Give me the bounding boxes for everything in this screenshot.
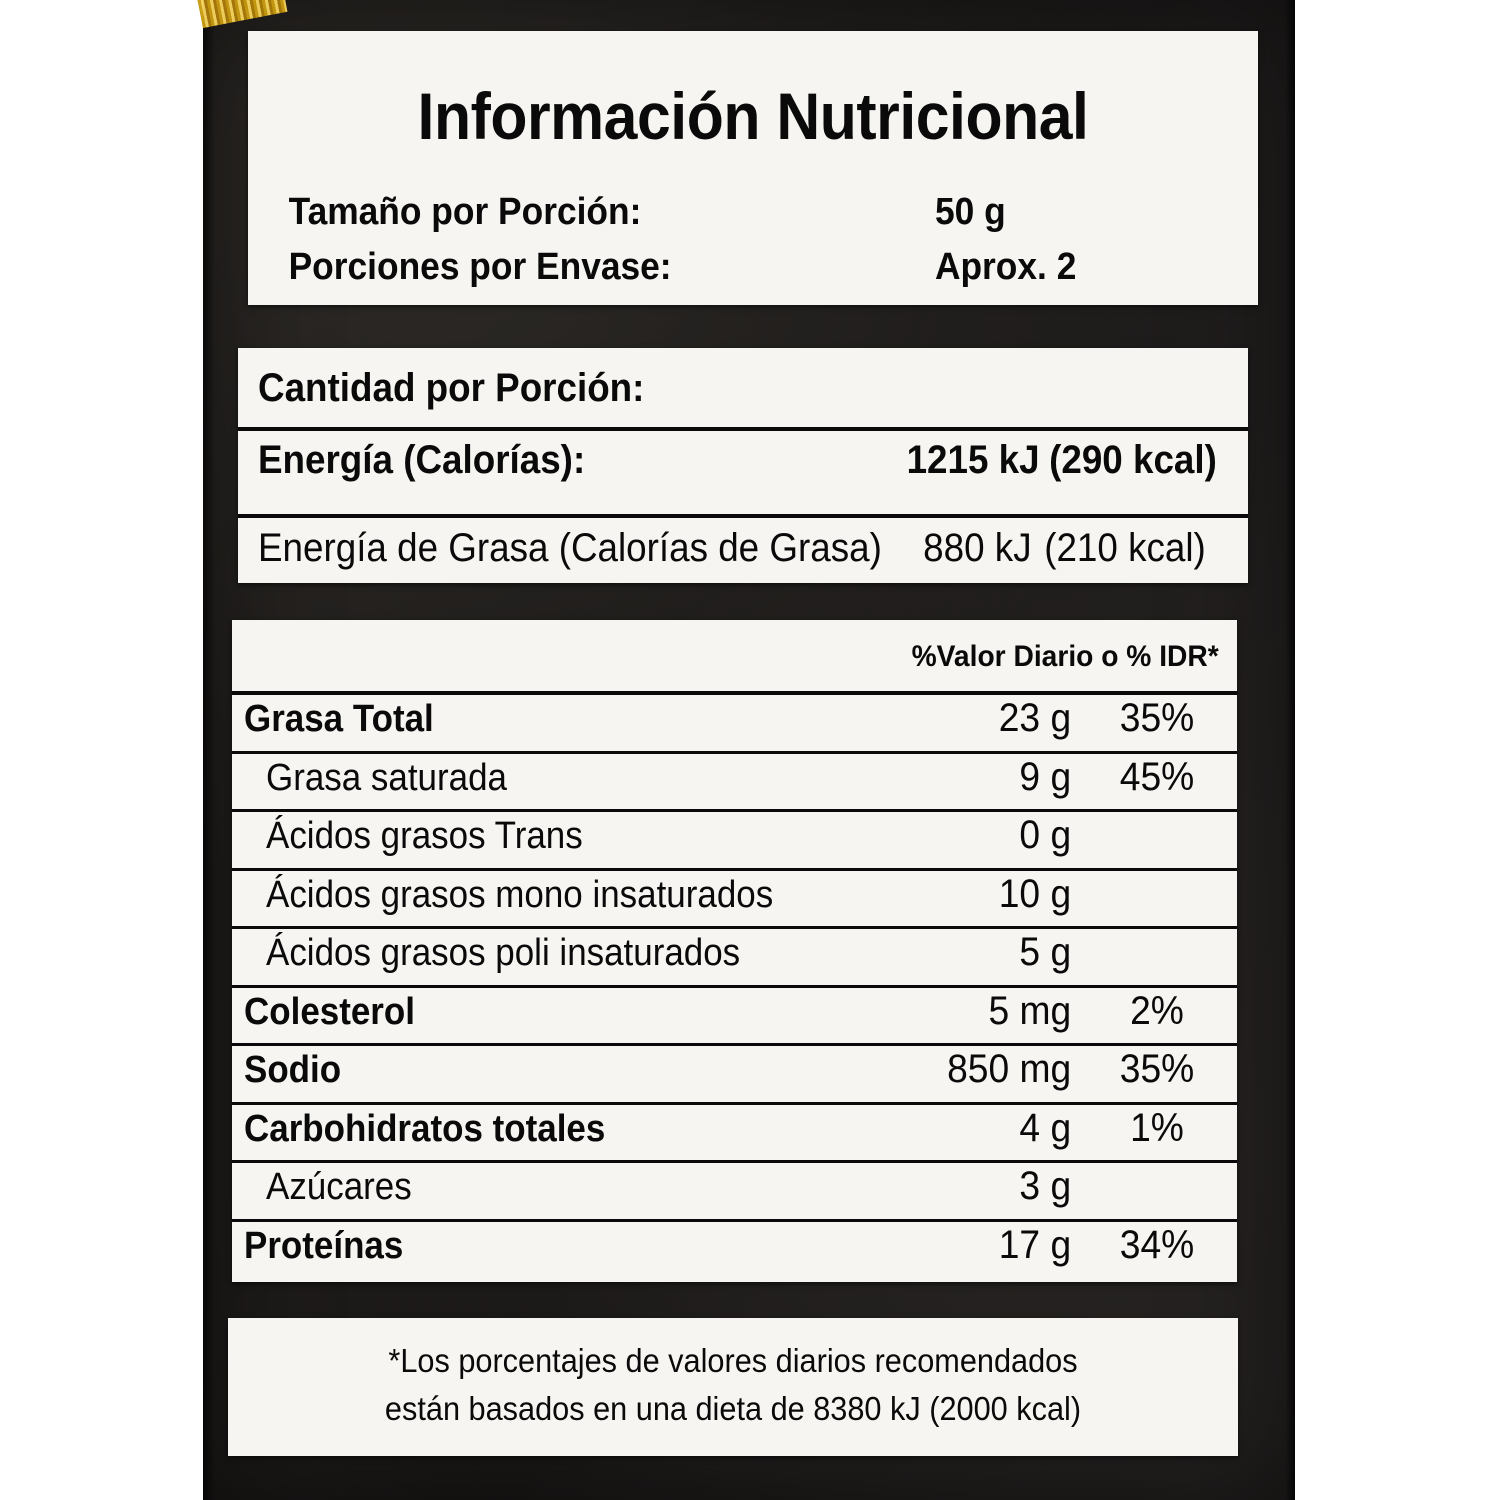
energy-from-fat-row: Energía de Grasa (Calorías de Grasa) 880… bbox=[238, 522, 1248, 592]
nutrient-name: Ácidos grasos mono insaturados bbox=[266, 873, 774, 916]
footnote-line-1: *Los porcentajes de valores diarios reco… bbox=[388, 1342, 1078, 1379]
energy-calories-kcal: (290 kcal) bbox=[1049, 438, 1217, 482]
nutrient-name: Colesterol bbox=[244, 990, 415, 1033]
nutrient-daily-value: 45% bbox=[1119, 754, 1195, 799]
serving-size-row: Tamaño por Porción: 50 g bbox=[270, 191, 1168, 245]
page-title: Información Nutricional bbox=[417, 79, 1089, 153]
nutrient-amount: 9 g bbox=[1019, 754, 1072, 799]
nutrient-row: Colesterol 5 mg 2% bbox=[232, 988, 1237, 1046]
nutrient-amount: 5 mg bbox=[988, 988, 1072, 1033]
nutrient-row: Grasa Total 23 g 35% bbox=[232, 695, 1237, 754]
nutrient-amount: 0 g bbox=[1019, 813, 1072, 857]
nutrient-row: Carbohidratos totales 4 g 1% bbox=[232, 1105, 1237, 1163]
nutrient-name: Ácidos grasos Trans bbox=[266, 815, 583, 857]
nutrient-amount: 17 g bbox=[998, 1222, 1072, 1267]
label-header-panel: Información Nutricional Tamaño por Porci… bbox=[248, 31, 1258, 305]
nutrient-daily-value: 2% bbox=[1130, 988, 1184, 1033]
servings-per-container-label: Porciones por Envase: bbox=[288, 246, 672, 288]
nutrient-amount: 10 g bbox=[998, 871, 1072, 916]
nutrient-name: Sodio bbox=[244, 1049, 342, 1091]
nutrient-row: Grasa saturada 9 g 45% bbox=[232, 754, 1237, 812]
servings-per-container-row: Porciones por Envase: Aprox. 2 bbox=[270, 246, 1168, 300]
nutrient-row: Ácidos grasos poli insaturados 5 g bbox=[232, 929, 1237, 988]
serving-size-label: Tamaño por Porción: bbox=[288, 191, 642, 233]
energy-calories-row: Energía (Calorías): 1215 kJ (290 kcal) bbox=[238, 434, 1248, 504]
energy-from-fat-label: Energía de Grasa (Calorías de Grasa) bbox=[258, 526, 882, 570]
energy-divider-top bbox=[238, 427, 1248, 431]
nutrient-daily-value: 35% bbox=[1119, 1047, 1195, 1091]
footnote-line-2: están basados en una dieta de 8380 kJ (2… bbox=[384, 1390, 1082, 1427]
nutrient-name: Azúcares bbox=[266, 1166, 412, 1208]
energy-from-fat-kcal: (210 kcal) bbox=[1044, 526, 1206, 570]
amount-per-serving-header: Cantidad por Porción: bbox=[258, 366, 645, 410]
energy-from-fat-kj: 880 kJ bbox=[923, 526, 1032, 570]
nutrient-daily-value: 34% bbox=[1119, 1222, 1195, 1267]
energy-calories-kj: 1215 kJ bbox=[906, 438, 1040, 482]
nutrient-name: Grasa Total bbox=[244, 698, 434, 740]
nutrient-daily-value: 35% bbox=[1119, 696, 1195, 740]
energy-divider-bottom bbox=[238, 514, 1248, 518]
nutrient-amount: 4 g bbox=[1019, 1105, 1072, 1150]
nutrient-row: Proteínas 17 g 34% bbox=[232, 1222, 1237, 1278]
nutrient-table-panel: %Valor Diario o % IDR* Grasa Total 23 g 35… bbox=[232, 620, 1237, 1282]
energy-panel: Cantidad por Porción: Energía (Calorías)… bbox=[238, 348, 1248, 583]
nutrient-row: Ácidos grasos Trans 0 g bbox=[232, 812, 1237, 871]
package-right-edge-shadow bbox=[1285, 0, 1295, 1500]
nutrient-rows: Grasa Total 23 g 35% Grasa saturada 9 g 45% Ác… bbox=[232, 691, 1237, 1277]
nutrient-name: Grasa saturada bbox=[266, 756, 507, 799]
servings-per-container-value: Aprox. 2 bbox=[934, 246, 1077, 288]
nutrient-daily-value: 1% bbox=[1130, 1105, 1184, 1150]
nutrient-amount: 3 g bbox=[1019, 1164, 1072, 1208]
gold-seal-strip bbox=[196, 0, 288, 28]
nutrient-row: Sodio 850 mg 35% bbox=[232, 1046, 1237, 1105]
nutrient-name: Proteínas bbox=[244, 1224, 404, 1267]
nutrient-amount: 23 g bbox=[998, 696, 1072, 740]
daily-value-header: %Valor Diario o % IDR* bbox=[911, 640, 1219, 673]
nutrient-row: Ácidos grasos mono insaturados 10 g bbox=[232, 871, 1237, 929]
nutrient-amount: 850 mg bbox=[947, 1047, 1072, 1091]
serving-size-value: 50 g bbox=[934, 191, 1006, 233]
nutrient-name: Ácidos grasos poli insaturados bbox=[266, 932, 741, 974]
energy-calories-label: Energía (Calorías): bbox=[258, 438, 586, 482]
footnote-panel: *Los porcentajes de valores diarios reco… bbox=[228, 1318, 1238, 1456]
package-left-edge-shadow bbox=[203, 0, 215, 1500]
nutrient-amount: 5 g bbox=[1019, 930, 1072, 974]
nutrient-row: Azúcares 3 g bbox=[232, 1163, 1237, 1222]
nutrient-name: Carbohidratos totales bbox=[244, 1107, 606, 1150]
